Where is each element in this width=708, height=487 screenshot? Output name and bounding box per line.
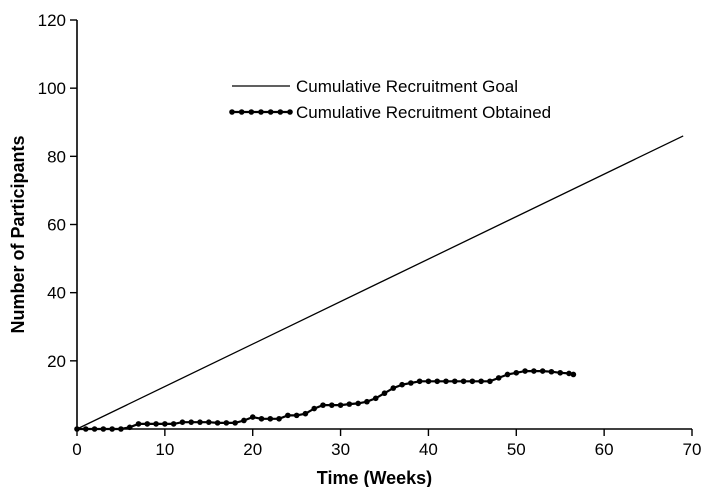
data-point bbox=[82, 426, 89, 432]
data-point bbox=[364, 398, 370, 405]
x-tick-label: 0 bbox=[72, 440, 81, 459]
data-point bbox=[372, 395, 379, 402]
data-point bbox=[311, 405, 318, 412]
x-axis-title: Time (Weeks) bbox=[317, 468, 432, 487]
data-point bbox=[118, 426, 124, 432]
data-point bbox=[241, 417, 247, 424]
data-point bbox=[328, 402, 335, 408]
data-point bbox=[249, 414, 256, 420]
y-axis-title: Number of Participants bbox=[8, 135, 28, 333]
data-point bbox=[276, 415, 282, 422]
y-tick-label: 120 bbox=[38, 11, 66, 30]
legend-marker bbox=[287, 109, 293, 115]
legend-label: Cumulative Recruitment Goal bbox=[296, 77, 518, 96]
data-point bbox=[408, 380, 414, 386]
x-tick-label: 20 bbox=[243, 440, 262, 459]
data-point bbox=[495, 375, 502, 381]
data-point bbox=[478, 378, 484, 385]
legend-marker bbox=[277, 109, 284, 115]
data-point bbox=[188, 419, 195, 425]
data-point bbox=[469, 378, 476, 385]
x-tick-label: 50 bbox=[507, 440, 526, 459]
data-point bbox=[91, 426, 98, 432]
y-tick-label: 40 bbox=[47, 284, 66, 303]
data-point bbox=[205, 419, 212, 425]
data-point bbox=[487, 378, 493, 385]
data-point bbox=[74, 426, 80, 432]
data-point bbox=[285, 412, 291, 419]
data-point bbox=[153, 421, 159, 427]
data-point bbox=[522, 368, 528, 374]
data-point bbox=[109, 426, 115, 432]
data-point bbox=[162, 421, 168, 427]
data-point bbox=[337, 402, 344, 408]
ticks: 0 10 20 30 40 50 60 70 20 40 60 80 100 120 bbox=[38, 11, 702, 459]
y-tick-label: 100 bbox=[38, 79, 66, 98]
data-point bbox=[460, 378, 467, 385]
data-point bbox=[531, 368, 537, 374]
data-point bbox=[197, 419, 203, 425]
data-point bbox=[302, 410, 309, 417]
legend-label: Cumulative Recruitment Obtained bbox=[296, 103, 551, 122]
data-point bbox=[135, 421, 142, 427]
data-point bbox=[170, 421, 177, 427]
x-tick-label: 70 bbox=[683, 440, 702, 459]
data-point bbox=[557, 369, 564, 376]
data-point bbox=[100, 426, 107, 432]
legend-marker bbox=[248, 109, 255, 115]
y-tick-label: 20 bbox=[47, 352, 66, 371]
x-tick-label: 10 bbox=[155, 440, 174, 459]
data-point bbox=[443, 378, 449, 385]
data-point bbox=[355, 400, 361, 407]
legend-marker bbox=[267, 109, 274, 115]
series-goal-line bbox=[76, 135, 684, 430]
data-point bbox=[320, 402, 326, 408]
data-point bbox=[390, 385, 397, 391]
data-point bbox=[539, 368, 546, 374]
y-tick-label: 60 bbox=[47, 216, 66, 235]
x-tick-label: 60 bbox=[595, 440, 614, 459]
data-point bbox=[570, 371, 577, 378]
data-point bbox=[434, 378, 441, 385]
data-point bbox=[425, 378, 432, 385]
data-point bbox=[179, 419, 186, 425]
data-point bbox=[232, 420, 238, 426]
data-point bbox=[451, 378, 458, 385]
data-point bbox=[416, 378, 423, 385]
legend-marker bbox=[258, 109, 264, 115]
data-point bbox=[258, 415, 265, 422]
data-point bbox=[381, 390, 388, 397]
x-tick-label: 40 bbox=[419, 440, 438, 459]
data-point bbox=[346, 401, 353, 407]
data-point bbox=[566, 370, 572, 377]
x-tick-label: 30 bbox=[331, 440, 350, 459]
data-point bbox=[504, 371, 511, 378]
data-point bbox=[293, 412, 300, 419]
data-point bbox=[548, 368, 555, 375]
legend: Cumulative Recruitment Goal Cumulative Re… bbox=[229, 77, 551, 122]
data-point bbox=[126, 424, 133, 431]
data-point bbox=[513, 369, 520, 376]
y-tick-label: 80 bbox=[47, 147, 66, 166]
data-point bbox=[214, 420, 221, 426]
legend-marker bbox=[229, 109, 235, 115]
series-layer bbox=[74, 135, 684, 432]
data-point bbox=[223, 420, 230, 426]
data-point bbox=[267, 415, 274, 422]
series-obtained-line bbox=[77, 370, 574, 431]
legend-marker bbox=[238, 109, 245, 115]
data-point bbox=[144, 421, 151, 427]
data-point bbox=[399, 381, 405, 388]
